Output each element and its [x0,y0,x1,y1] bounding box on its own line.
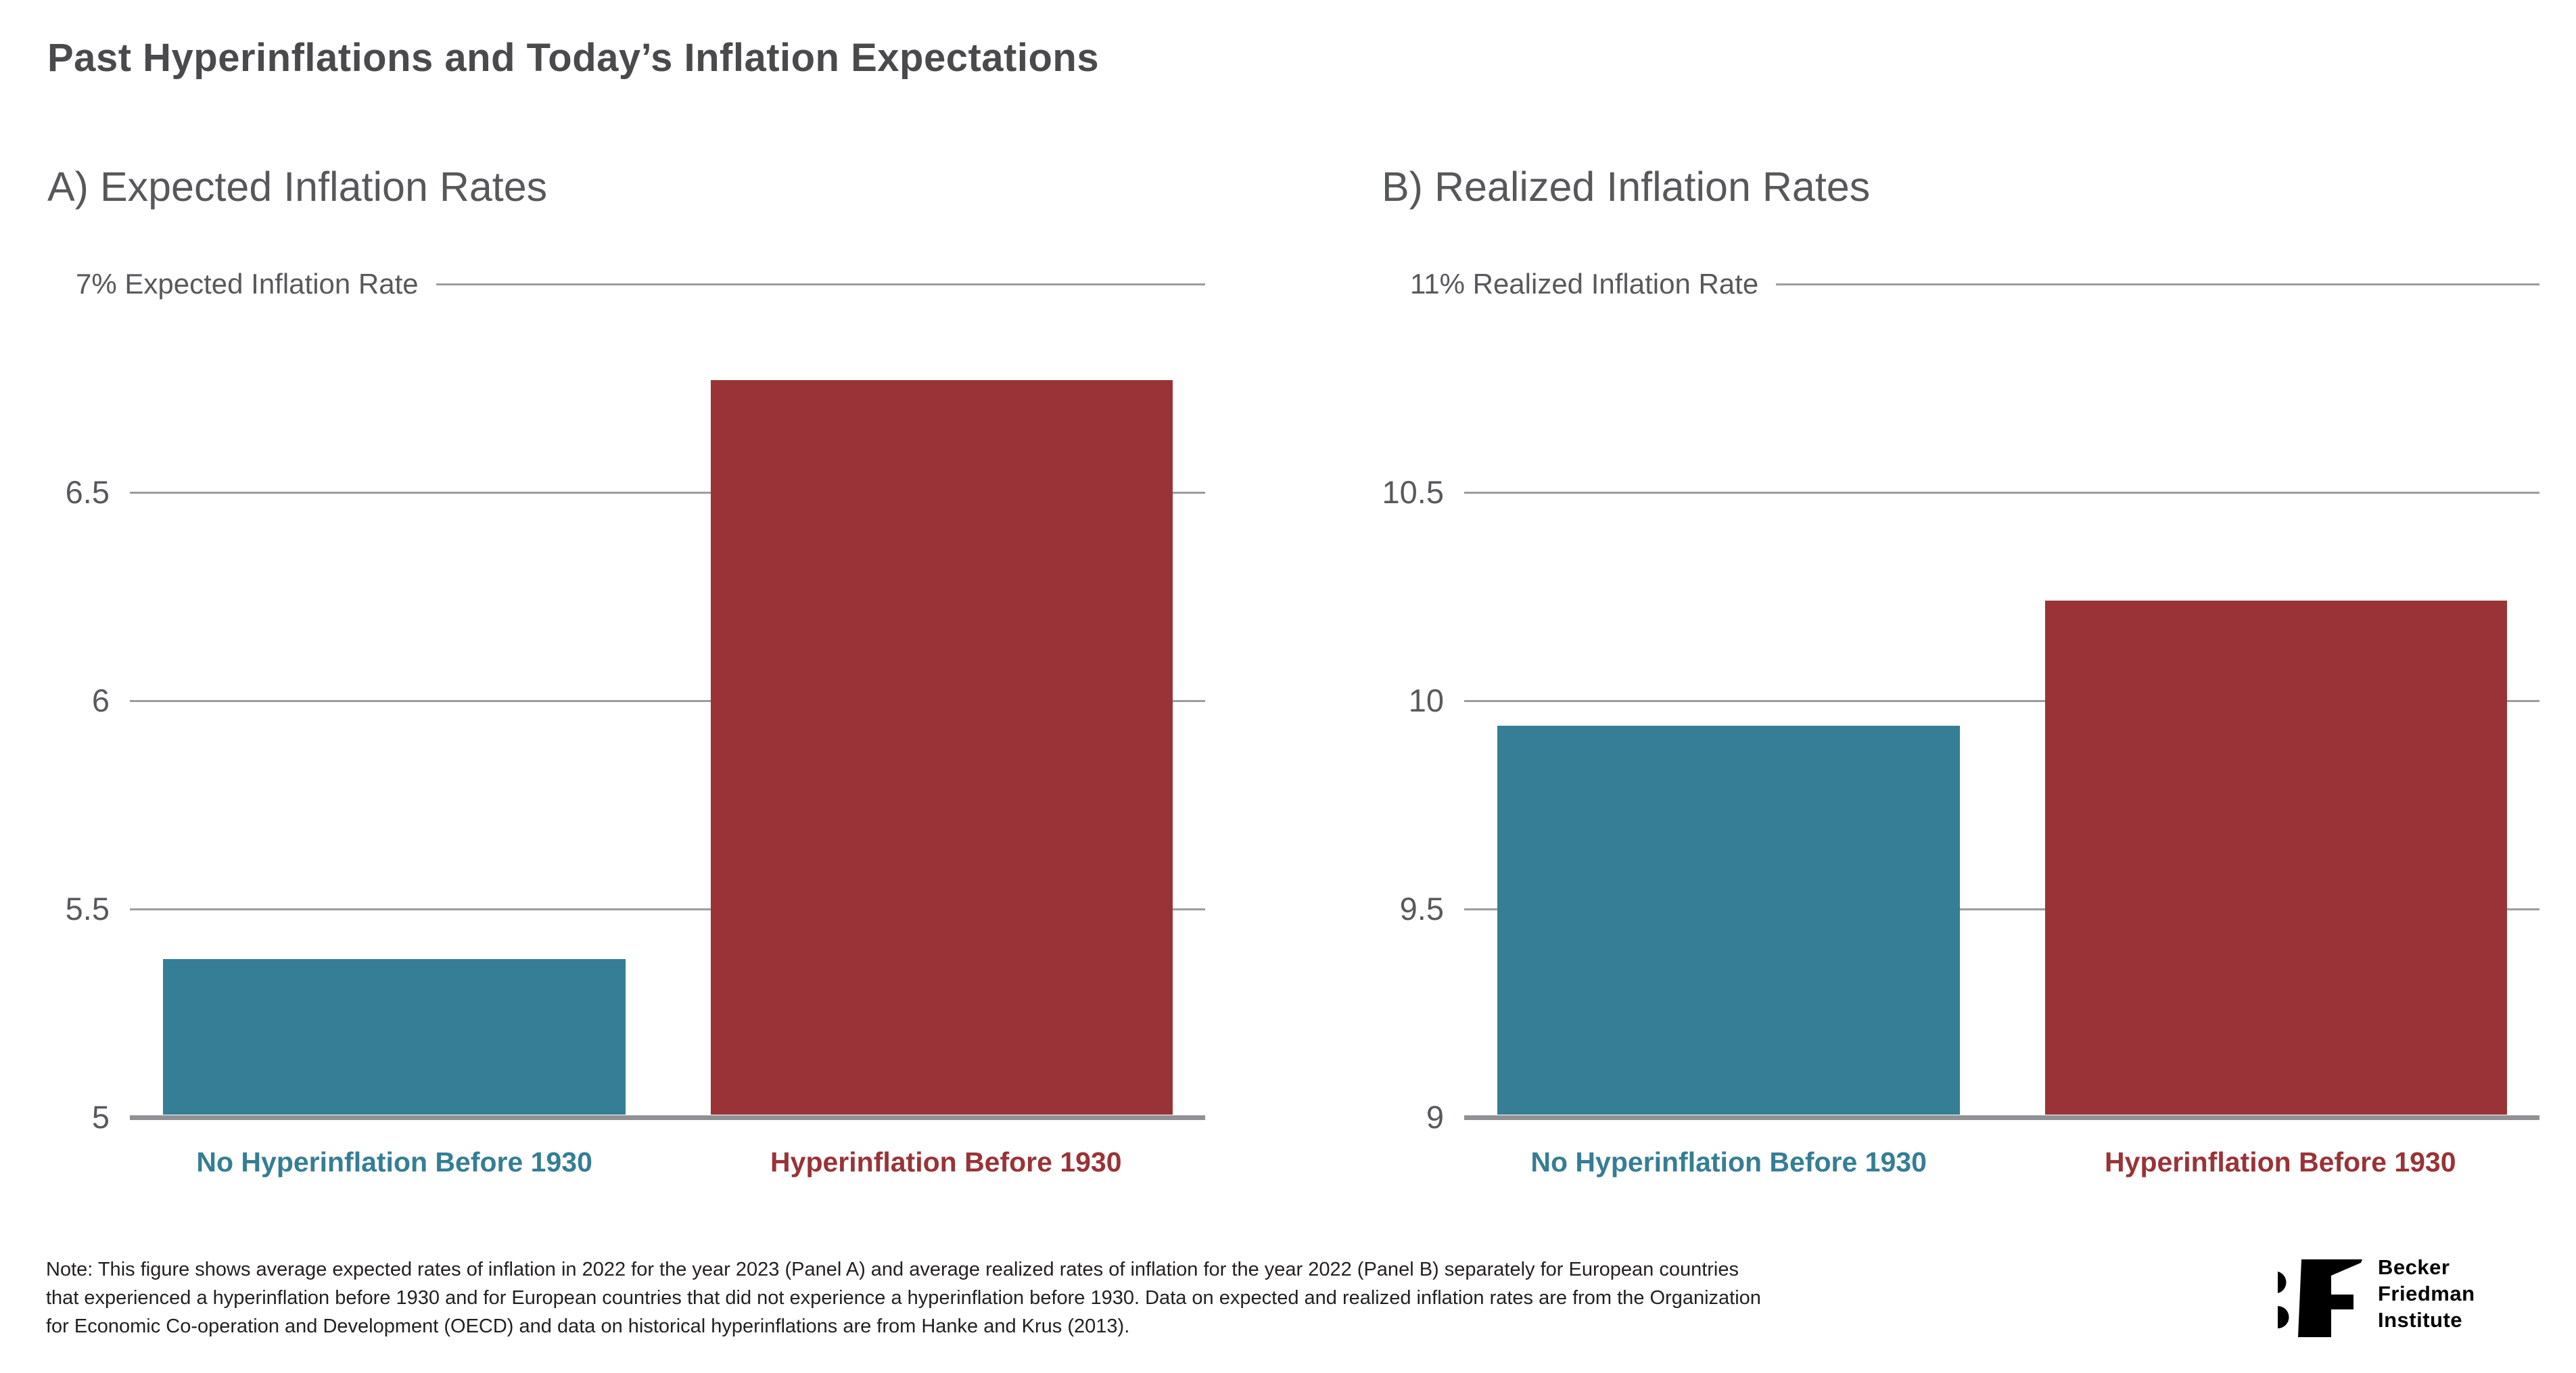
gridline [1464,908,2539,910]
logo-word: Friedman [2378,1282,2475,1305]
top-axis-row: 7% Expected Inflation Rate [76,264,1205,304]
y-tick-label: 10.5 [1382,474,1444,510]
tick-gutter: 10.5 10 9.5 9 [1376,284,1444,1135]
note-line: Note: This figure shows average expected… [46,1259,1739,1280]
logo-wordmark: Becker Friedman Institute [2378,1254,2475,1333]
category-label-hyperinflation: Hyperinflation Before 1930 [770,1146,1122,1178]
becker-friedman-institute-logo: Becker Friedman Institute [2266,1250,2576,1358]
y-tick-label: 10 [1408,682,1444,718]
x-axis-baseline [1464,1115,2539,1120]
source-note: Note: This figure shows average expected… [46,1255,1761,1341]
logo-word: Becker [2378,1255,2450,1279]
category-label-no-hyperinflation: No Hyperinflation Before 1930 [1530,1146,1927,1178]
y-tick-label: 6 [91,682,110,718]
bar-hyperinflation [710,379,1173,1115]
bf-monogram-icon [2278,1259,2362,1337]
y-tick-label: 9 [1426,1099,1444,1135]
gridline [1464,699,2539,702]
gridline [130,908,1205,910]
y-tick-label: 9.5 [1399,891,1444,927]
y-tick-label: 5.5 [65,891,110,927]
x-axis-baseline [130,1115,1205,1120]
bar-no-hyperinflation [163,958,626,1115]
panel-b-heading: B) Realized Inflation Rates [1382,164,1871,210]
note-line: that experienced a hyperinflation before… [46,1287,1761,1309]
y-axis-max-label: 7% Expected Inflation Rate [76,268,419,300]
page-title: Past Hyperinflations and Today’s Inflati… [47,36,1100,80]
y-tick-label: 5 [91,1099,110,1135]
bar-no-hyperinflation [1497,725,1960,1115]
chart-panel: A) Expected Inflation Rates 7% Expected … [42,152,1219,1221]
chart-panel: B) Realized Inflation Rates 11% Realized… [1376,152,2553,1221]
top-gridline [1776,283,2539,285]
category-label-no-hyperinflation: No Hyperinflation Before 1930 [196,1146,592,1178]
gridline [130,699,1205,702]
plot-area [1464,284,2539,1120]
y-axis-max-label: 11% Realized Inflation Rate [1410,268,1759,300]
panel-a-heading: A) Expected Inflation Rates [47,164,548,210]
gridline [130,491,1205,494]
category-labels: No Hyperinflation Before 1930 Hyperinfla… [130,1146,1205,1194]
note-line: for Economic Co-operation and Developmen… [46,1316,1130,1337]
y-tick-label: 6.5 [65,474,110,510]
top-gridline [436,283,1205,285]
category-label-hyperinflation: Hyperinflation Before 1930 [2105,1146,2456,1178]
top-axis-row: 11% Realized Inflation Rate [1410,264,2539,304]
tick-gutter: 6.5 6 5.5 5 [42,284,110,1135]
bar-hyperinflation [2044,601,2508,1115]
gridline [1464,491,2539,494]
plot-area [130,284,1205,1120]
category-labels: No Hyperinflation Before 1930 Hyperinfla… [1464,1146,2539,1194]
logo-word: Institute [2378,1308,2463,1332]
